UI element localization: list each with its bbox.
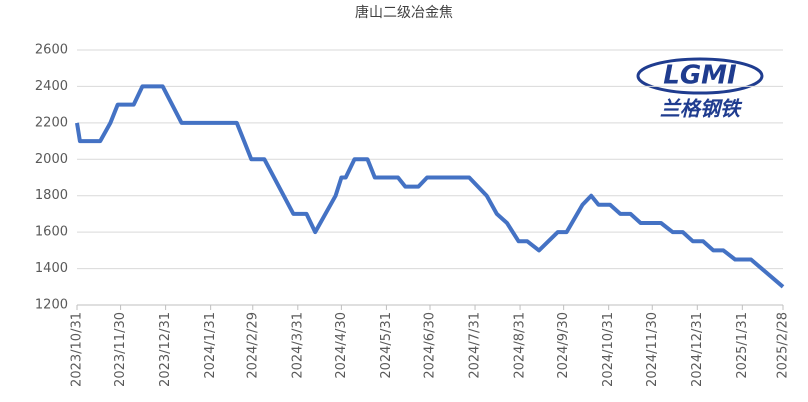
logo-name: 兰格钢铁 [660,97,743,121]
y-tick-label: 2600 [35,43,68,58]
logo-mark: LGMI [663,61,737,91]
x-tick-label: 2024/10/31 [601,312,616,387]
x-tick-label: 2024/5/31 [379,312,394,379]
y-tick-label: 1600 [35,225,68,240]
x-tick-label: 2024/8/31 [513,312,528,379]
x-tick-label: 2024/3/31 [290,312,305,379]
y-tick-label: 2400 [35,79,68,94]
x-tick-label: 2024/4/30 [334,312,349,379]
logo-ring [636,57,764,95]
x-tick-label: 2024/2/29 [245,312,260,379]
x-tick-label: 2024/7/31 [468,312,483,379]
x-tick-label: 2023/11/30 [113,312,128,387]
x-tick-label: 2024/12/31 [690,312,705,387]
x-tick-label: 2024/11/30 [645,312,660,387]
logo: LGMI 兰格钢铁 [636,57,764,121]
y-tick-label: 1400 [35,261,68,276]
line-series [75,84,785,289]
x-tick-label: 2024/6/30 [423,312,438,379]
y-tick-label: 2200 [35,115,68,130]
x-tick-label: 2025/1/31 [735,312,750,379]
y-tick-label: 2000 [35,152,68,167]
x-tick-label: 2024/9/30 [556,312,571,379]
y-tick-label: 1200 [35,298,68,313]
x-tick-label: 2023/12/31 [158,312,173,387]
x-tick-label: 2024/1/31 [203,312,218,379]
x-tick-label: 2023/10/31 [70,312,85,387]
x-tick-label: 2025/2/28 [776,312,791,379]
y-tick-label: 1800 [35,188,68,203]
chart-title: 唐山二级冶金焦 [355,4,453,21]
